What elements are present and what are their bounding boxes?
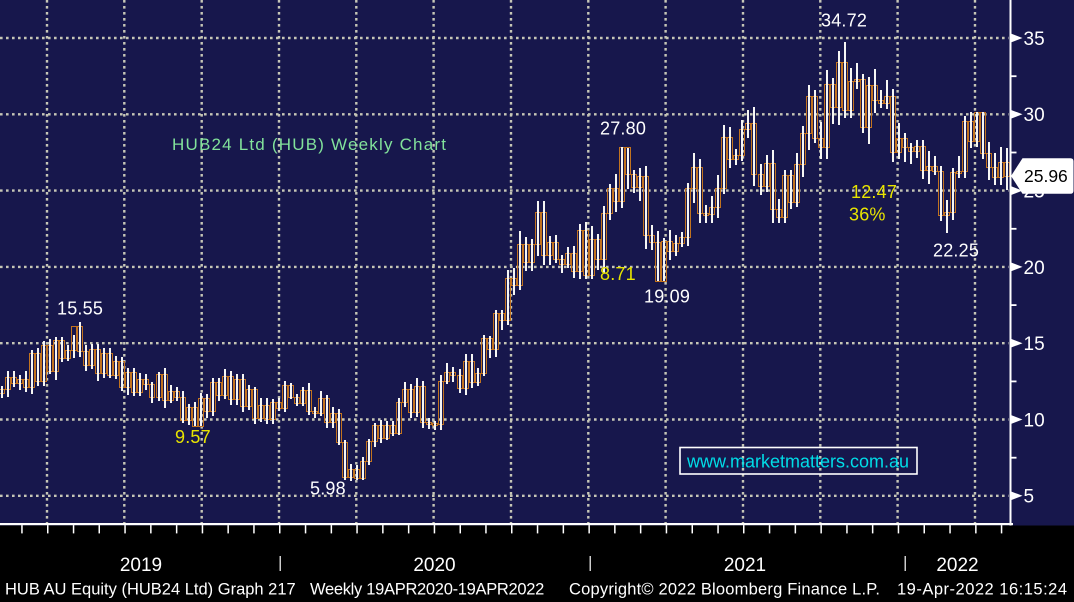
svg-text:25.96: 25.96 [1024,166,1068,186]
svg-text:5: 5 [1024,487,1035,508]
svg-text:2019: 2019 [120,555,162,576]
svg-text:35: 35 [1024,29,1045,50]
svg-text:9.57: 9.57 [175,427,211,447]
svg-text:12.47: 12.47 [851,182,897,202]
svg-text:Copyright© 2022 Bloomberg Fina: Copyright© 2022 Bloomberg Finance L.P. [569,581,880,599]
svg-text:36%: 36% [849,205,886,225]
svg-text:www.marketmatters.com.au: www.marketmatters.com.au [686,452,909,472]
svg-text:2021: 2021 [724,555,766,576]
svg-text:27.80: 27.80 [600,119,646,139]
svg-text:22.25: 22.25 [933,241,979,261]
svg-text:5.98: 5.98 [310,479,346,499]
svg-text:30: 30 [1024,105,1045,126]
svg-text:HUB AU Equity (HUB24 Ltd) Grap: HUB AU Equity (HUB24 Ltd) Graph 217 [5,581,296,599]
svg-text:HUB24 Ltd (HUB) Weekly Chart: HUB24 Ltd (HUB) Weekly Chart [172,135,447,154]
svg-text:15.55: 15.55 [57,299,103,319]
svg-text:2020: 2020 [413,555,455,576]
svg-text:2022: 2022 [936,555,978,576]
svg-text:15: 15 [1024,334,1045,355]
svg-text:34.72: 34.72 [821,11,867,31]
svg-text:20: 20 [1024,258,1045,279]
svg-text:10: 10 [1024,410,1045,431]
svg-text:19.09: 19.09 [644,287,690,307]
svg-text:Weekly 19APR2020-19APR2022: Weekly 19APR2020-19APR2022 [310,581,544,599]
svg-text:8.71: 8.71 [600,264,636,284]
svg-text:19-Apr-2022 16:15:24: 19-Apr-2022 16:15:24 [897,581,1068,599]
